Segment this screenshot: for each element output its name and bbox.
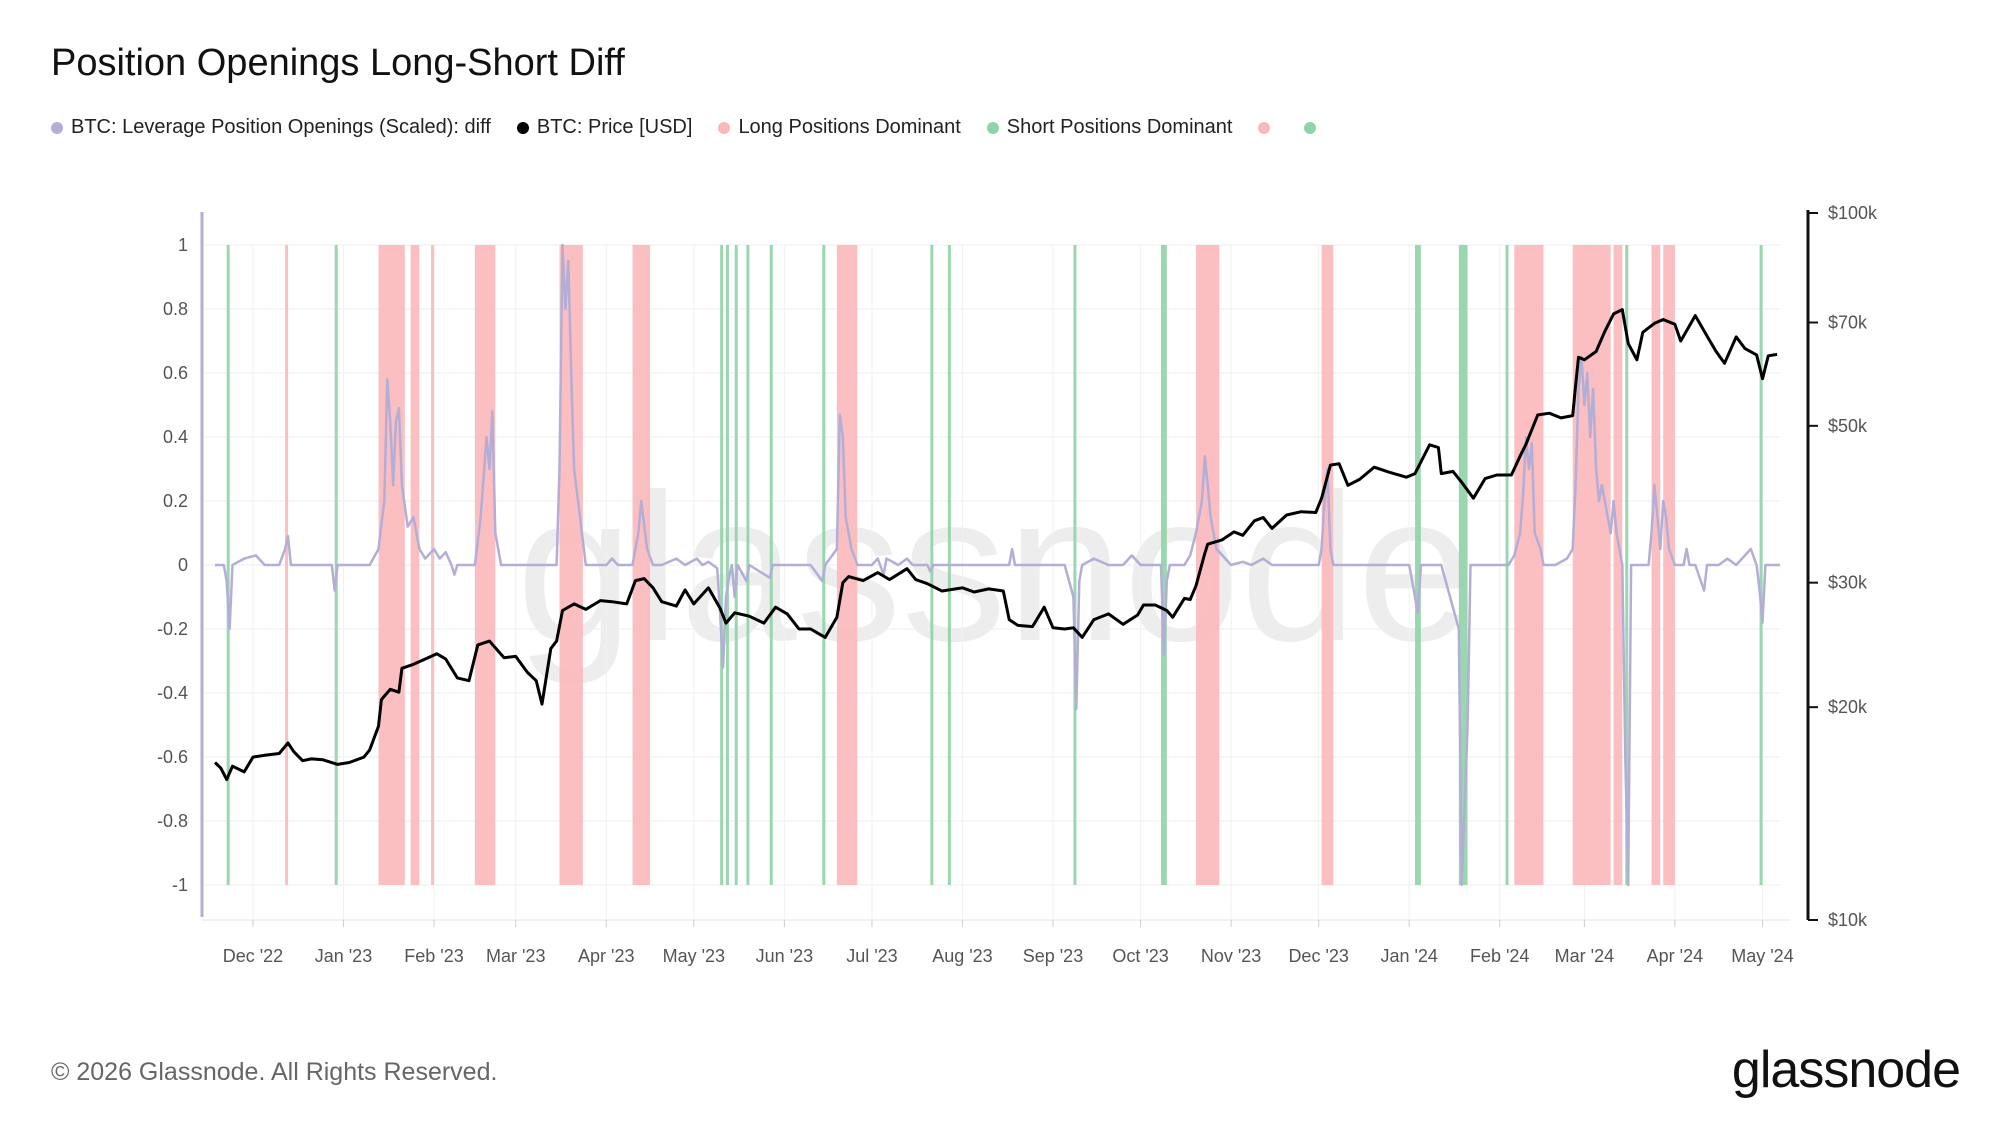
copyright-footer: © 2026 Glassnode. All Rights Reserved.: [51, 1058, 498, 1086]
x-tick-label: Oct '23: [1112, 946, 1168, 966]
legend-label-diff: BTC: Leverage Position Openings (Scaled)…: [71, 116, 491, 138]
x-tick-label: Mar '24: [1555, 946, 1614, 966]
price-series-line: [213, 308, 1778, 781]
x-tick-label: Nov '23: [1201, 946, 1261, 966]
series-lines: [213, 243, 1780, 887]
x-tick-label: Dec '22: [223, 946, 283, 966]
long-dominant-band: [378, 245, 405, 885]
short-dominant-band: [1458, 245, 1468, 885]
left-tick-label: 1: [178, 235, 188, 255]
diff-series-line: [215, 243, 1780, 887]
short-dominant-band: [930, 245, 934, 885]
short-dominant-band: [334, 245, 338, 885]
long-dominant-band: [1514, 245, 1544, 885]
short-dominant-band: [720, 245, 724, 885]
x-tick-label: Jul '23: [846, 946, 897, 966]
long-dominant-band: [1613, 245, 1623, 885]
x-tick-label: Sep '23: [1023, 946, 1084, 966]
long-dominant-band: [836, 245, 858, 885]
legend: BTC: Leverage Position Openings (Scaled)…: [51, 116, 1350, 139]
long-dominant-band: [410, 245, 420, 885]
short-dominant-band: [1161, 245, 1167, 885]
tick-labels: 1 0.8 0.6 0.4 0.2 0 -0.2 -0.4 -0.6 -0.8 -1 $100k $70…: [157, 203, 1878, 966]
x-tick-label: May '24: [1731, 946, 1793, 966]
long-dominant-band: [1663, 245, 1675, 885]
long-dominant-band: [285, 245, 289, 885]
legend-item-diff[interactable]: BTC: Leverage Position Openings (Scaled)…: [51, 116, 491, 139]
short-dominant-band: [734, 245, 738, 885]
left-tick-label: 0: [178, 555, 188, 575]
x-tick-label: May '23: [663, 946, 725, 966]
legend-dot-diff: [51, 121, 63, 134]
right-tick-label: $100k: [1828, 203, 1878, 223]
chart-title: Position Openings Long-Short Diff: [51, 42, 625, 84]
x-tick-label: Apr '23: [578, 946, 634, 966]
x-tick-label: Jan '23: [315, 946, 372, 966]
x-tick-label: Feb '24: [1470, 946, 1529, 966]
legend-dot-price: [516, 121, 529, 134]
left-tick-label: 0.8: [163, 299, 188, 319]
short-dominant-band: [1759, 245, 1763, 885]
legend-item-short[interactable]: Short Positions Dominant: [986, 116, 1233, 139]
legend-item-price[interactable]: BTC: Price [USD]: [516, 116, 693, 139]
short-dominant-band: [1415, 245, 1421, 885]
left-tick-label: -0.2: [157, 619, 188, 639]
right-tick-label: $30k: [1828, 573, 1868, 593]
axes: [200, 210, 1818, 927]
legend-item-long[interactable]: Long Positions Dominant: [718, 116, 961, 139]
long-dominant-band: [474, 245, 496, 885]
legend-dot-short: [986, 121, 999, 134]
x-tick-label: Mar '23: [486, 946, 545, 966]
left-tick-label: -0.8: [157, 811, 188, 831]
long-dominant-band: [1196, 245, 1220, 885]
long-dominant-band: [1651, 245, 1661, 885]
x-tick-label: Jun '23: [756, 946, 813, 966]
short-dominant-band: [1625, 245, 1629, 885]
short-dominant-band: [226, 245, 230, 885]
legend-label-price: BTC: Price [USD]: [536, 116, 693, 138]
short-dominant-band: [822, 245, 826, 885]
left-tick-label: -0.6: [157, 747, 188, 767]
x-tick-label: Feb '23: [404, 946, 463, 966]
legend-item-extra-green[interactable]: [1304, 121, 1324, 134]
left-tick-label: 0.6: [163, 363, 188, 383]
legend-dot-long: [718, 121, 731, 134]
left-tick-label: -0.4: [157, 683, 188, 703]
long-dominant-band: [1321, 245, 1334, 885]
short-dominant-band: [769, 245, 773, 885]
short-dominant-band: [725, 245, 729, 885]
left-tick-label: 0.4: [163, 427, 188, 447]
long-dominant-band: [632, 245, 651, 885]
long-dominant-band: [431, 245, 435, 885]
x-tick-label: Apr '24: [1647, 946, 1703, 966]
x-tick-label: Aug '23: [932, 946, 993, 966]
long-dominant-band: [559, 245, 583, 885]
long-dominant-band: [1572, 245, 1611, 885]
right-tick-label: $20k: [1828, 697, 1868, 717]
legend-dot-extra-green: [1304, 121, 1317, 134]
legend-dot-extra-pink: [1258, 121, 1271, 134]
short-dominant-band: [1073, 245, 1077, 885]
left-tick-label: 0.2: [163, 491, 188, 511]
legend-label-long: Long Positions Dominant: [738, 116, 961, 138]
brand-logo: glassnode: [1731, 1041, 1961, 1099]
legend-label-short: Short Positions Dominant: [1006, 116, 1233, 138]
left-tick-label: -1: [172, 875, 188, 895]
right-tick-label: $70k: [1828, 313, 1868, 333]
watermark: glassnode: [516, 450, 1473, 685]
x-tick-label: Jan '24: [1380, 946, 1437, 966]
legend-item-extra-pink[interactable]: [1258, 121, 1278, 134]
right-tick-label: $50k: [1828, 416, 1868, 436]
short-dominant-band: [746, 245, 750, 885]
x-tick-label: Dec '23: [1288, 946, 1348, 966]
right-tick-label: $10k: [1828, 910, 1868, 930]
